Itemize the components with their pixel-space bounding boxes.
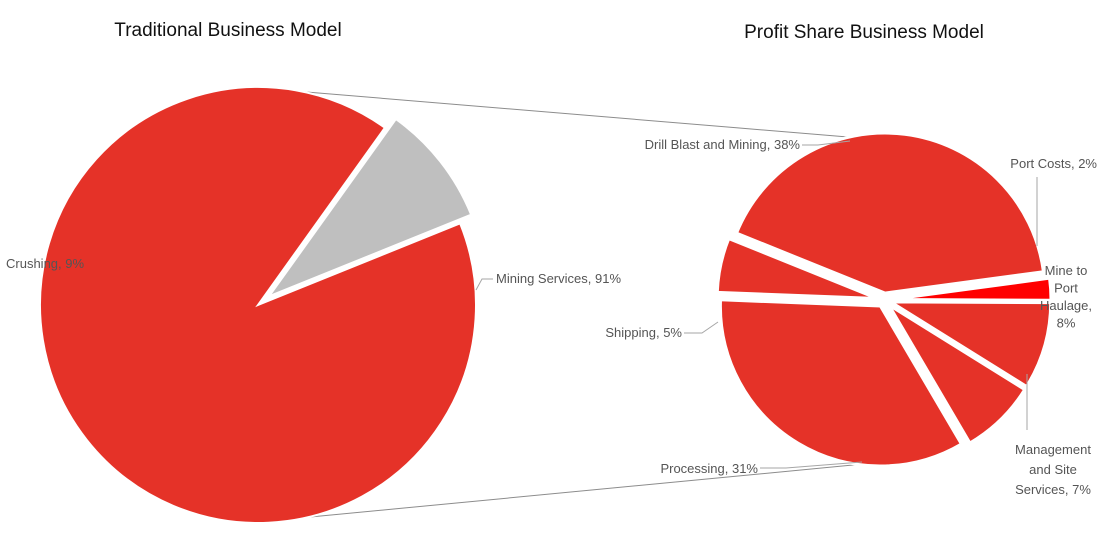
label-port-costs: Port Costs, 2% (1010, 156, 1097, 171)
leader-drill-blast-and-mining (802, 140, 851, 146)
connector-line-top (257, 87, 885, 141)
slice-drill-blast-and-mining (734, 131, 1046, 295)
slice-shipping (715, 236, 878, 301)
leader-processing (760, 461, 863, 469)
label-shipping: Shipping, 5% (605, 325, 682, 340)
slice-port-costs (890, 276, 1053, 302)
slice-management-and-site-services (887, 303, 1027, 446)
leader-mining-services (475, 278, 493, 291)
left-chart-title: Traditional Business Model (114, 20, 341, 41)
label-mine-to-port-haulage: Mine to Port Haulage, 8% (1040, 263, 1092, 331)
connector-line-bottom (257, 461, 885, 523)
label-management-and-site-services: Management and Site Services, 7% (1015, 442, 1091, 497)
label-drill-blast-and-mining: Drill Blast and Mining, 38% (645, 137, 801, 152)
label-crushing: Crushing, 9% (6, 256, 84, 271)
right-chart-title: Profit Share Business Model (744, 22, 984, 43)
label-processing: Processing, 31% (660, 461, 758, 476)
leader-shipping (684, 321, 719, 334)
label-mining-services: Mining Services, 91% (496, 271, 621, 286)
slice-processing (718, 298, 964, 468)
slice-mining-services (39, 86, 477, 524)
slice-crushing (266, 117, 473, 299)
